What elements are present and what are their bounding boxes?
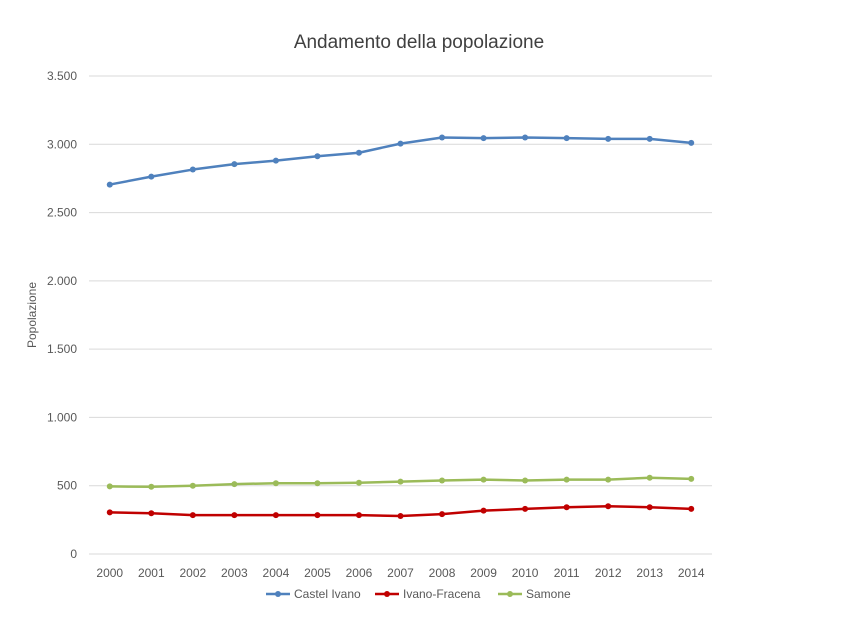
data-point [646, 135, 653, 142]
data-point [314, 512, 321, 519]
data-point [189, 482, 196, 489]
legend: Castel Ivano Ivano-Fracena Samone [266, 587, 571, 601]
data-point [646, 504, 653, 511]
y-tick-label: 2.000 [47, 274, 77, 288]
legend-label: Castel Ivano [294, 587, 361, 601]
legend-item: Ivano-Fracena [375, 587, 481, 601]
legend-label: Samone [526, 587, 571, 601]
data-point [688, 139, 695, 146]
data-point [106, 509, 113, 516]
data-point [148, 510, 155, 517]
y-tick-label: 2.500 [47, 206, 77, 220]
legend-item: Castel Ivano [266, 587, 361, 601]
legend-point-marker [275, 591, 281, 597]
y-tick-label: 0 [70, 547, 77, 561]
legend-item: Samone [498, 587, 571, 601]
data-point [605, 476, 612, 483]
data-point [314, 153, 321, 160]
data-point [522, 505, 529, 512]
data-point [272, 157, 279, 164]
x-tick-label: 2008 [429, 566, 456, 580]
y-tick-label: 3.000 [47, 137, 77, 151]
data-point [148, 483, 155, 490]
x-tick-label: 2013 [636, 566, 663, 580]
series-lines [106, 134, 695, 520]
data-point [605, 135, 612, 142]
data-point [563, 476, 570, 483]
data-point [646, 474, 653, 481]
data-point [231, 161, 238, 168]
x-tick-label: 2011 [554, 566, 580, 580]
y-axis-label: Popolazione [25, 282, 39, 348]
x-tick-label: 2012 [595, 566, 622, 580]
data-point [272, 480, 279, 487]
data-point [397, 513, 404, 520]
data-point [355, 149, 362, 156]
x-tick-label: 2003 [221, 566, 248, 580]
x-tick-label: 2004 [263, 566, 290, 580]
data-point [106, 483, 113, 490]
x-tick-label: 2010 [512, 566, 539, 580]
y-tick-label: 500 [57, 479, 77, 493]
data-point [439, 134, 446, 141]
data-point [480, 135, 487, 142]
data-point [439, 511, 446, 518]
data-point [355, 512, 362, 519]
x-tick-label: 2005 [304, 566, 331, 580]
data-point [522, 134, 529, 141]
data-point [605, 503, 612, 510]
legend-label: Ivano-Fracena [403, 587, 481, 601]
data-point [314, 480, 321, 487]
x-tick-label: 2002 [179, 566, 206, 580]
data-point [189, 512, 196, 519]
y-tick-label: 3.500 [47, 69, 77, 83]
data-point [522, 477, 529, 484]
data-point [148, 173, 155, 180]
y-tick-label: 1.500 [47, 342, 77, 356]
series-ivano-fracena [106, 503, 695, 520]
data-point [106, 181, 113, 188]
series-samone [106, 474, 695, 490]
data-point [189, 166, 196, 173]
legend-point-marker [384, 591, 390, 597]
data-point [272, 512, 279, 519]
y-axis-ticks: 0 500 1.000 1.500 2.000 2.500 3.000 3.500 [47, 69, 77, 561]
data-point [355, 479, 362, 486]
legend-point-marker [507, 591, 513, 597]
x-tick-label: 2000 [96, 566, 123, 580]
data-point [231, 481, 238, 488]
x-tick-label: 2009 [470, 566, 497, 580]
chart-title: Andamento della popolazione [294, 32, 544, 53]
data-point [480, 507, 487, 514]
data-point [688, 475, 695, 482]
x-tick-label: 2001 [138, 566, 165, 580]
series-castel-ivano [106, 134, 695, 188]
y-tick-label: 1.000 [47, 410, 77, 424]
data-point [563, 504, 570, 511]
x-tick-label: 2007 [387, 566, 414, 580]
data-point [480, 476, 487, 483]
data-point [563, 135, 570, 142]
data-point [397, 140, 404, 147]
x-tick-label: 2006 [346, 566, 373, 580]
x-tick-label: 2014 [678, 566, 705, 580]
data-point [397, 478, 404, 485]
data-point [439, 477, 446, 484]
data-point [688, 505, 695, 512]
data-point [231, 512, 238, 519]
x-axis-ticks: 2000 2001 2002 2003 2004 2005 2006 2007 2008 2009… [96, 566, 704, 580]
